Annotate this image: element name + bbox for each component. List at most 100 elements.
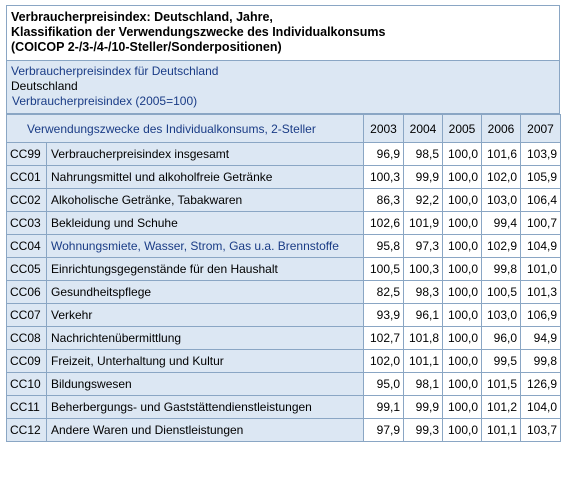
row-code: CC11 [6,395,47,419]
table-title: Verbraucherpreisindex: Deutschland, Jahr… [6,5,560,61]
value-cell: 102,0 [481,165,522,189]
value-cell: 93,9 [363,303,405,327]
table-row: CC10 Bildungswesen 95,0 98,1 100,0 101,5 126,9 [6,372,562,396]
table-row: CC06 Gesundheitspflege 82,5 98,3 100,0 100,5 1… [6,280,562,304]
year-header: 2007 [520,114,562,143]
row-label: Verbraucherpreisindex insgesamt [45,142,365,166]
value-cell: 99,5 [481,349,522,373]
row-code: CC10 [6,372,47,396]
table-row: CC99 Verbraucherpreisindex insgesamt 96,9 9… [6,142,562,166]
row-label: Beherbergungs- und Gaststättendienstleis… [45,395,365,419]
value-cell: 102,7 [363,326,405,350]
statistic-name: Verbraucherpreisindex für Deutschland [11,64,219,78]
value-cell: 100,3 [363,165,405,189]
value-cell: 106,9 [520,303,562,327]
value-cell: 100,0 [442,395,483,419]
table-row: CC04 Wohnungsmiete, Wasser, Strom, Gas u.… [6,234,562,258]
value-cell: 100,0 [442,165,483,189]
value-cell: 86,3 [363,188,405,212]
value-cell: 100,5 [481,280,522,304]
table-row: CC07 Verkehr 93,9 96,1 100,0 103,0 106,9 [6,303,562,327]
row-label: Einrichtungsgegenstände für den Haushalt [45,257,365,281]
table-row: CC08 Nachrichtenübermittlung 102,7 101,8 100… [6,326,562,350]
value-cell: 100,0 [442,234,483,258]
value-cell: 92,2 [403,188,444,212]
value-cell: 100,3 [403,257,444,281]
year-header: 2003 [363,114,405,143]
value-cell: 99,9 [403,395,444,419]
value-cell: 100,0 [442,349,483,373]
row-code: CC04 [6,234,47,258]
value-cell: 100,5 [363,257,405,281]
title-line-2: Klassifikation der Verwendungszwecke des… [11,25,386,39]
row-label: Bekleidung und Schuhe [45,211,365,235]
value-cell: 102,6 [363,211,405,235]
row-label: Nahrungsmittel und alkoholfreie Getränke [45,165,365,189]
value-cell: 100,0 [442,372,483,396]
row-label: Bildungswesen [45,372,365,396]
value-cell: 97,9 [363,418,405,442]
row-code: CC03 [6,211,47,235]
year-header: 2006 [481,114,522,143]
value-cell: 102,0 [363,349,405,373]
value-cell: 100,0 [442,280,483,304]
data-table: Verwendungszwecke des Individualkonsums,… [5,114,562,442]
value-cell: 99,8 [520,349,562,373]
title-line-3: (COICOP 2-/3-/4-/10-Steller/Sonderpositi… [11,40,282,54]
row-label: Andere Waren und Dienstleistungen [45,418,365,442]
table-row: CC12 Andere Waren und Dienstleistungen 97,… [6,418,562,442]
value-cell: 100,0 [442,326,483,350]
row-code: CC09 [6,349,47,373]
row-label: Freizeit, Unterhaltung und Kultur [45,349,365,373]
value-cell: 101,9 [403,211,444,235]
meta-info: Verbraucherpreisindex für Deutschland De… [6,60,560,114]
title-table: Verbraucherpreisindex: Deutschland, Jahr… [6,5,560,114]
row-label: Verkehr [45,303,365,327]
value-cell: 95,8 [363,234,405,258]
value-cell: 100,0 [442,303,483,327]
table-row: CC09 Freizeit, Unterhaltung und Kultur 102… [6,349,562,373]
column-header-purpose: Verwendungszwecke des Individualkonsums,… [5,114,365,143]
row-label: Wohnungsmiete, Wasser, Strom, Gas u.a. B… [45,234,365,258]
table-row: CC02 Alkoholische Getränke, Tabakwaren 86,… [6,188,562,212]
value-cell: 100,0 [442,211,483,235]
value-cell: 99,8 [481,257,522,281]
value-cell: 99,3 [403,418,444,442]
row-code: CC06 [6,280,47,304]
value-cell: 94,9 [520,326,562,350]
value-cell: 95,0 [363,372,405,396]
value-cell: 101,1 [403,349,444,373]
value-cell: 101,3 [520,280,562,304]
value-cell: 98,3 [403,280,444,304]
value-cell: 99,4 [481,211,522,235]
row-label: Gesundheitspflege [45,280,365,304]
row-code: CC01 [6,165,47,189]
year-header: 2004 [403,114,444,143]
row-label: Nachrichtenübermittlung [45,326,365,350]
region-name: Deutschland [11,79,78,93]
value-cell: 101,0 [520,257,562,281]
row-code: CC12 [6,418,47,442]
value-cell: 103,9 [520,142,562,166]
value-cell: 100,0 [442,142,483,166]
row-code: CC99 [6,142,47,166]
value-cell: 101,8 [403,326,444,350]
value-cell: 96,0 [481,326,522,350]
row-code: CC05 [6,257,47,281]
table-row: CC05 Einrichtungsgegenstände für den Haus… [6,257,562,281]
value-cell: 103,0 [481,188,522,212]
table-row: CC01 Nahrungsmittel und alkoholfreie Getr… [6,165,562,189]
value-cell: 101,1 [481,418,522,442]
value-cell: 99,1 [363,395,405,419]
row-label: Alkoholische Getränke, Tabakwaren [45,188,365,212]
table-row: CC03 Bekleidung und Schuhe 102,6 101,9 100,0… [6,211,562,235]
value-cell: 98,5 [403,142,444,166]
row-code: CC08 [6,326,47,350]
year-header: 2005 [442,114,483,143]
value-cell: 104,9 [520,234,562,258]
value-cell: 101,5 [481,372,522,396]
value-cell: 102,9 [481,234,522,258]
value-cell: 104,0 [520,395,562,419]
row-code: CC02 [6,188,47,212]
value-cell: 99,9 [403,165,444,189]
